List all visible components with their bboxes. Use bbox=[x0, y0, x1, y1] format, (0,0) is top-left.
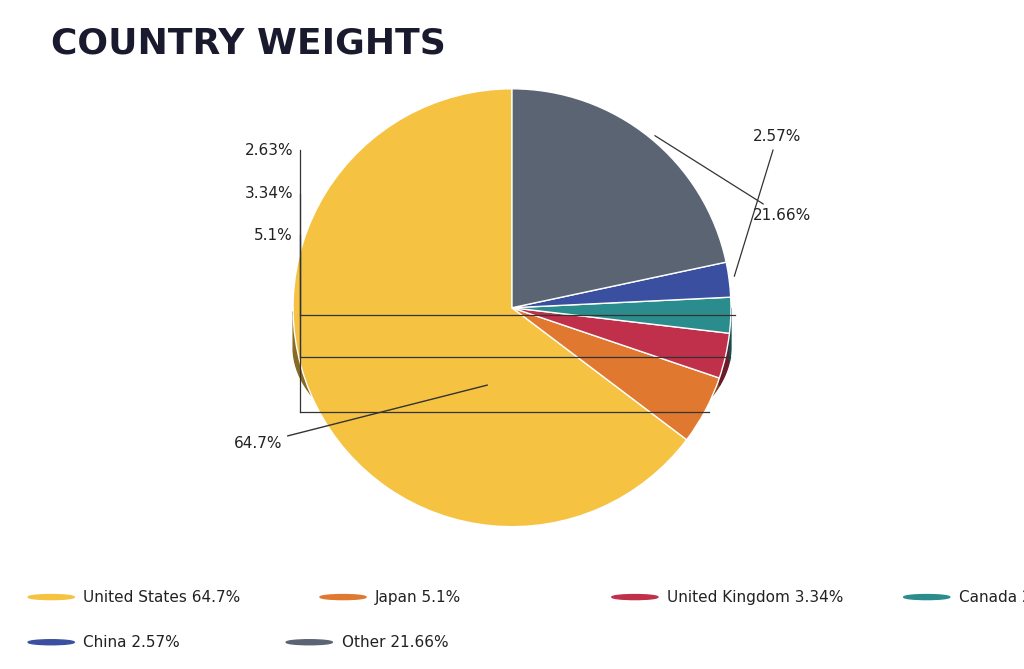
Circle shape bbox=[29, 595, 75, 599]
Wedge shape bbox=[512, 308, 729, 378]
Text: Japan 5.1%: Japan 5.1% bbox=[375, 589, 462, 605]
Circle shape bbox=[29, 640, 75, 645]
Text: United States 64.7%: United States 64.7% bbox=[84, 589, 241, 605]
Polygon shape bbox=[720, 322, 729, 386]
Polygon shape bbox=[293, 312, 687, 468]
Text: 3.34%: 3.34% bbox=[245, 187, 293, 201]
Text: China 2.57%: China 2.57% bbox=[84, 635, 180, 650]
Text: COUNTRY WEIGHTS: COUNTRY WEIGHTS bbox=[51, 27, 446, 61]
Circle shape bbox=[904, 595, 950, 599]
Text: 2.63%: 2.63% bbox=[245, 142, 293, 158]
Text: Canada 2.63%: Canada 2.63% bbox=[958, 589, 1024, 605]
Wedge shape bbox=[512, 262, 731, 308]
Circle shape bbox=[287, 640, 333, 645]
Wedge shape bbox=[512, 308, 720, 440]
Circle shape bbox=[319, 595, 367, 599]
Polygon shape bbox=[687, 347, 720, 419]
Text: 64.7%: 64.7% bbox=[233, 385, 487, 451]
Text: 21.66%: 21.66% bbox=[655, 136, 811, 223]
Text: 2.57%: 2.57% bbox=[734, 130, 801, 276]
Text: United Kingdom 3.34%: United Kingdom 3.34% bbox=[668, 589, 844, 605]
Text: Other 21.66%: Other 21.66% bbox=[342, 635, 449, 650]
Wedge shape bbox=[512, 89, 726, 308]
Wedge shape bbox=[512, 297, 731, 333]
Text: 5.1%: 5.1% bbox=[254, 228, 293, 243]
Polygon shape bbox=[729, 308, 731, 361]
Wedge shape bbox=[293, 89, 687, 527]
Circle shape bbox=[612, 595, 658, 599]
